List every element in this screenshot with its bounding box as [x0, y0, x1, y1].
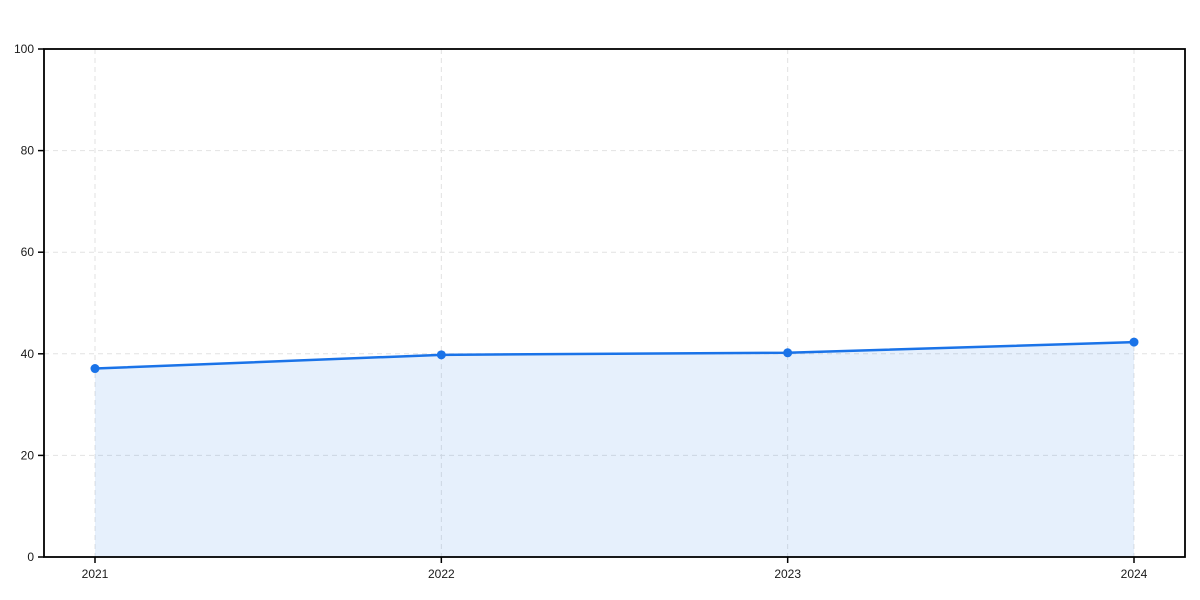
- x-tick-label: 2021: [82, 567, 109, 581]
- y-tick-label: 20: [21, 448, 35, 462]
- data-point: [1129, 337, 1139, 347]
- trend-line: [93, 340, 1136, 370]
- x-tick-label: 2024: [1121, 567, 1148, 581]
- data-point: [90, 364, 100, 374]
- y-tick-label: 0: [27, 550, 34, 564]
- x-tick-label: 2023: [774, 567, 801, 581]
- y-tick-label: 40: [21, 347, 35, 361]
- y-tick-label: 100: [14, 42, 34, 56]
- y-tick-label: 80: [21, 144, 35, 158]
- data-point: [783, 348, 793, 358]
- plot-border: [43, 48, 1186, 558]
- x-tick-label: 2022: [428, 567, 455, 581]
- data-point: [436, 350, 446, 360]
- y-tick-label: 60: [21, 245, 35, 259]
- area-fill: [95, 342, 1134, 557]
